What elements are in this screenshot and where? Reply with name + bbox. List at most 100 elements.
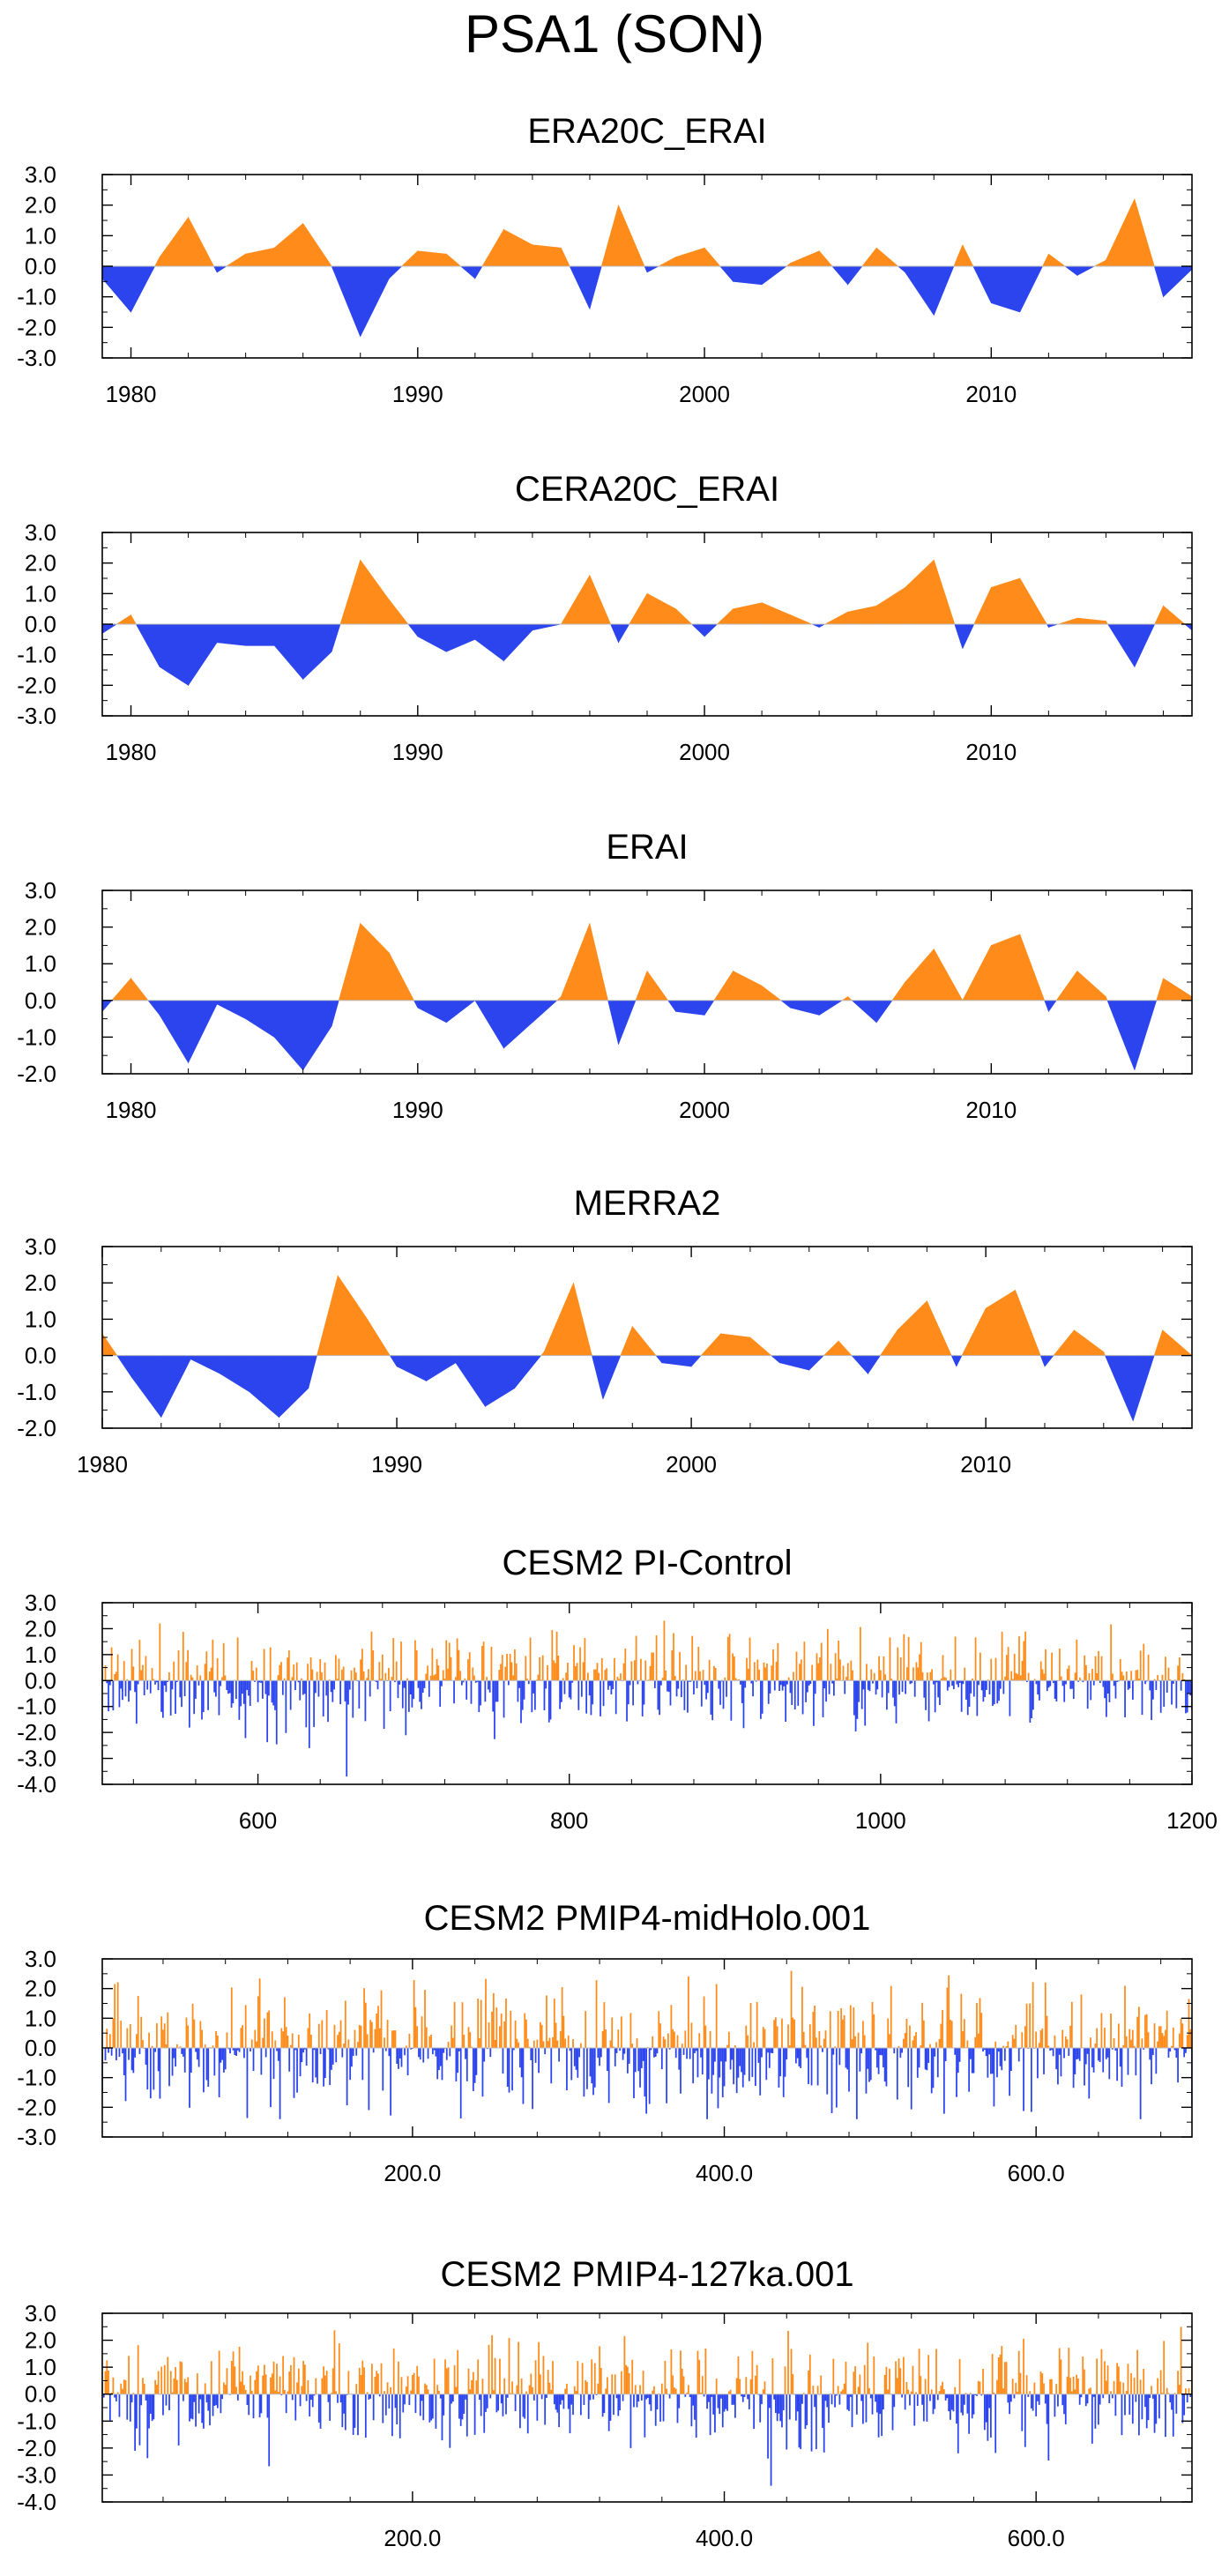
negative-bar bbox=[213, 2394, 216, 2406]
negative-bar bbox=[883, 2048, 884, 2067]
positive-bar bbox=[631, 2044, 634, 2048]
positive-bar bbox=[257, 2365, 259, 2394]
positive-bar bbox=[378, 2028, 381, 2048]
negative-bar bbox=[132, 2048, 135, 2073]
negative-bar bbox=[692, 2394, 695, 2406]
positive-bar bbox=[777, 1642, 779, 1681]
negative-bar bbox=[410, 2048, 412, 2050]
positive-bar bbox=[889, 2368, 890, 2394]
positive-bar bbox=[277, 2392, 279, 2394]
x-tick-label: 2000 bbox=[666, 1451, 717, 1478]
positive-bar bbox=[116, 1654, 119, 1681]
negative-bar bbox=[102, 2394, 105, 2398]
positive-bar bbox=[890, 1679, 893, 1681]
positive-bar bbox=[634, 2385, 637, 2394]
positive-bar bbox=[1189, 2029, 1192, 2048]
positive-bar bbox=[729, 2389, 732, 2394]
negative-bar bbox=[952, 1680, 955, 1690]
positive-area bbox=[991, 577, 1021, 625]
negative-bar bbox=[1114, 1680, 1117, 1699]
negative-bar bbox=[794, 2394, 797, 2421]
negative-bar bbox=[533, 2394, 535, 2401]
x-tick-label: 1980 bbox=[77, 1451, 128, 1478]
positive-area bbox=[1094, 259, 1106, 267]
negative-bar bbox=[693, 1680, 695, 1694]
negative-bar bbox=[639, 2048, 641, 2088]
positive-bar bbox=[883, 1656, 885, 1681]
positive-bar bbox=[996, 2379, 998, 2394]
positive-bar bbox=[1082, 2356, 1084, 2394]
positive-bar bbox=[1118, 2023, 1120, 2048]
negative-bar bbox=[832, 2048, 835, 2055]
negative-bar bbox=[814, 2394, 816, 2408]
positive-bar bbox=[400, 1642, 402, 1681]
positive-bar bbox=[413, 2372, 415, 2394]
negative-bar bbox=[461, 1680, 463, 1686]
positive-bar bbox=[199, 1675, 202, 1681]
y-tick-label: -1.0 bbox=[17, 1694, 56, 1720]
negative-bar bbox=[735, 2048, 738, 2094]
positive-bar bbox=[1130, 2039, 1132, 2048]
positive-bar bbox=[143, 2383, 145, 2394]
negative-bar bbox=[466, 2394, 468, 2437]
negative-bar bbox=[195, 2048, 197, 2052]
positive-bar bbox=[509, 1654, 511, 1681]
negative-bar bbox=[717, 2394, 719, 2408]
y-tick-label: 3.0 bbox=[25, 1590, 56, 1616]
negative-bar bbox=[986, 1680, 987, 1690]
positive-bar bbox=[958, 2358, 961, 2394]
negative-bar bbox=[952, 2394, 955, 2412]
y-tick-label: -3.0 bbox=[17, 345, 56, 371]
positive-bar bbox=[129, 2024, 131, 2048]
positive-bar bbox=[224, 1675, 227, 1681]
negative-bar bbox=[645, 2048, 647, 2114]
positive-bar bbox=[434, 1673, 436, 1681]
positive-bar bbox=[1021, 2032, 1024, 2048]
negative-bar bbox=[1047, 2394, 1050, 2461]
positive-bar bbox=[924, 2379, 927, 2394]
negative-bar bbox=[719, 2394, 721, 2415]
negative-bar bbox=[1009, 1680, 1011, 1716]
negative-area bbox=[159, 1000, 189, 1064]
positive-bar bbox=[917, 1667, 920, 1681]
negative-bar bbox=[1149, 2048, 1151, 2060]
negative-bar bbox=[270, 2048, 272, 2108]
negative-bar bbox=[831, 2394, 833, 2405]
negative-bar bbox=[451, 2394, 454, 2402]
negative-bar bbox=[118, 2394, 121, 2417]
negative-bar bbox=[588, 1680, 591, 1696]
positive-bar bbox=[120, 2383, 123, 2394]
negative-bar bbox=[1025, 1680, 1028, 1682]
y-tick-label: 3.0 bbox=[25, 877, 56, 904]
negative-bar bbox=[1173, 2048, 1176, 2051]
positive-bar bbox=[899, 2368, 902, 2394]
negative-bar bbox=[1031, 1680, 1033, 1718]
positive-bar bbox=[1007, 2041, 1009, 2048]
positive-bar bbox=[140, 2016, 143, 2048]
positive-bar bbox=[793, 1671, 794, 1681]
x-tick-label: 2000 bbox=[679, 739, 730, 765]
positive-bar bbox=[1125, 2390, 1128, 2394]
positive-bar bbox=[931, 1669, 933, 1681]
negative-bar bbox=[530, 2048, 533, 2060]
positive-bar bbox=[799, 1664, 801, 1681]
positive-bar bbox=[929, 2044, 931, 2048]
negative-bar bbox=[195, 2394, 197, 2427]
negative-bar bbox=[126, 2394, 129, 2420]
negative-bar bbox=[1177, 2048, 1179, 2083]
positive-bar bbox=[171, 2392, 174, 2394]
negative-bar bbox=[466, 1680, 468, 1700]
positive-bar bbox=[264, 2364, 265, 2394]
positive-area bbox=[761, 602, 791, 625]
positive-bar bbox=[173, 1661, 175, 1681]
positive-bar bbox=[547, 2370, 549, 2394]
negative-bar bbox=[130, 2048, 133, 2071]
positive-area bbox=[629, 592, 648, 625]
negative-area bbox=[188, 623, 218, 687]
positive-bar bbox=[871, 2001, 874, 2048]
negative-bar bbox=[1090, 1680, 1092, 1701]
negative-bar bbox=[258, 2394, 261, 2418]
positive-bar bbox=[1017, 2391, 1018, 2394]
negative-bar bbox=[798, 2048, 801, 2066]
negative-bar bbox=[543, 1680, 546, 1710]
